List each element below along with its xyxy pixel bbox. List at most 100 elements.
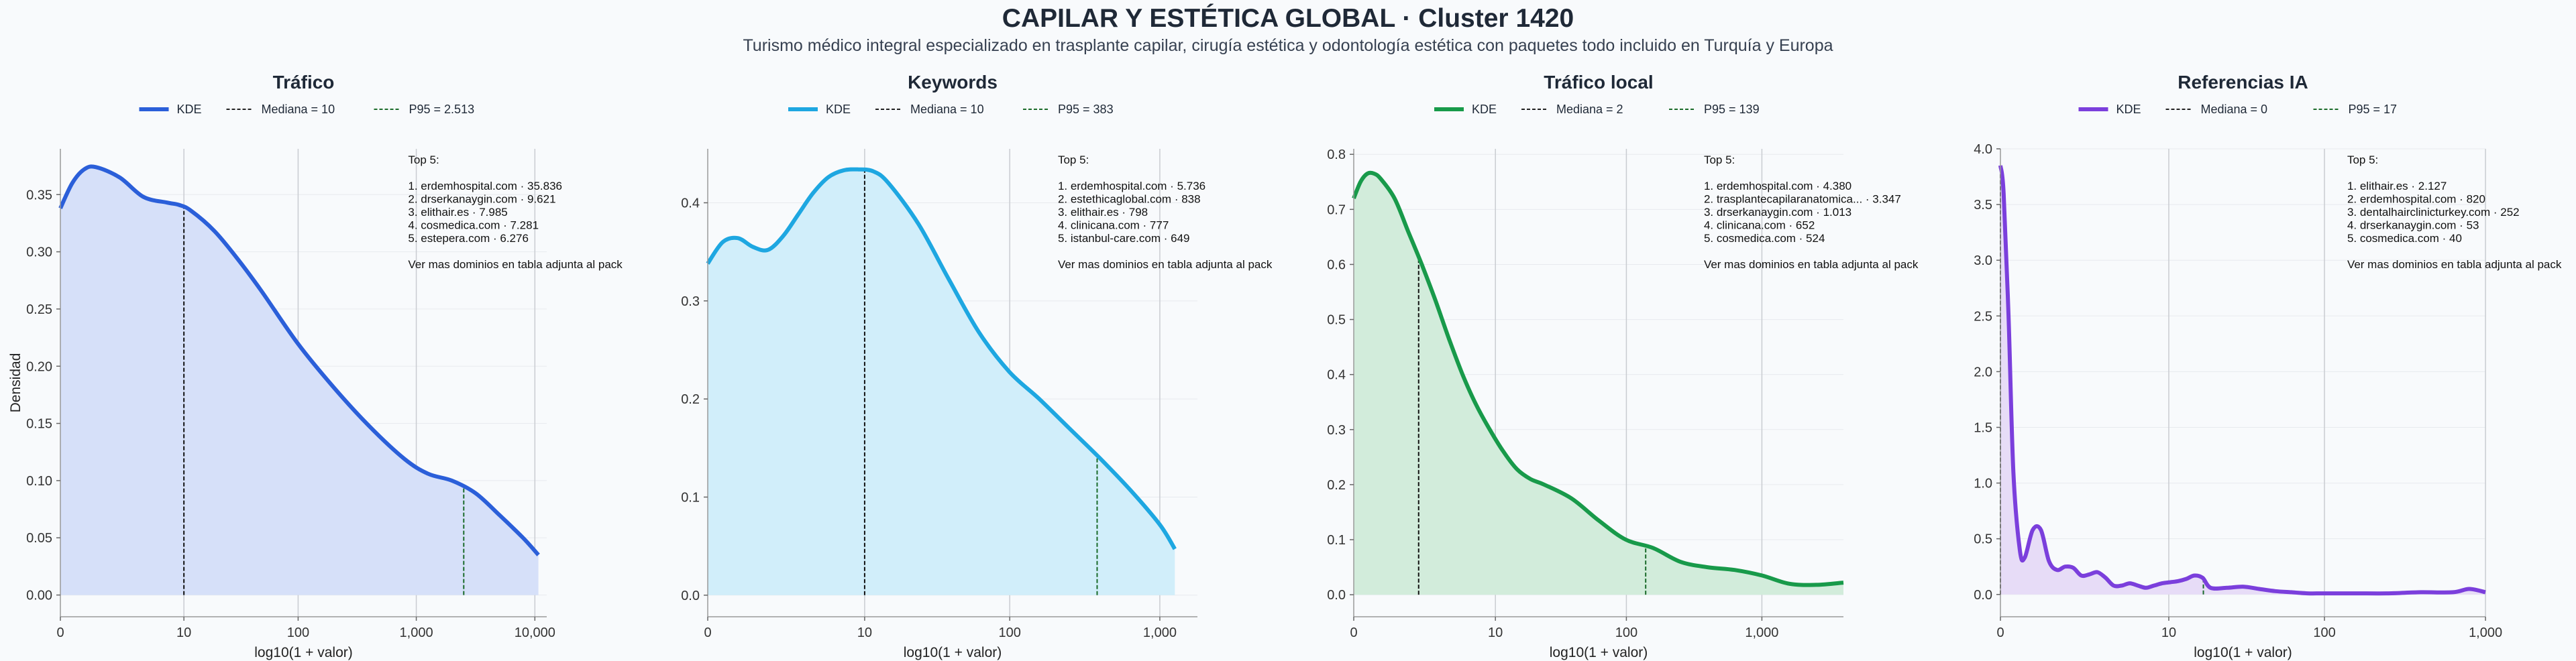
y-tick-label: 0.1: [681, 490, 700, 505]
annotation-footer: Ver mas dominios en tabla adjunta al pac…: [408, 258, 623, 271]
panel-title: Referencias IA: [2178, 72, 2308, 93]
panel-title: Tráfico local: [1544, 72, 1653, 93]
legend-kde-label: KDE: [2116, 103, 2141, 116]
annotation-header: Top 5:: [408, 154, 439, 166]
y-tick-label: 0.20: [26, 359, 52, 374]
y-tick-label: 0.0: [1974, 588, 1992, 603]
annotation-item: 5. estepera.com · 6.276: [408, 232, 529, 245]
annotation-item: 5. istanbul-care.com · 649: [1058, 232, 1190, 245]
y-tick-label: 0.6: [1327, 257, 1346, 272]
annotation-item: 1. erdemhospital.com · 5.736: [1058, 180, 1205, 192]
legend-p95-label: P95 = 2.513: [409, 103, 475, 116]
annotation-header: Top 5:: [1704, 154, 1735, 166]
annotation-footer: Ver mas dominios en tabla adjunta al pac…: [2347, 258, 2562, 271]
annotation-item: 2. estethicaglobal.com · 838: [1058, 193, 1201, 206]
annotation-header: Top 5:: [1058, 154, 1089, 166]
y-tick-label: 3.0: [1974, 253, 1992, 268]
y-tick-label: 0.3: [1327, 423, 1346, 438]
y-tick-label: 0.5: [1974, 532, 1992, 547]
legend-kde-label: KDE: [1472, 103, 1497, 116]
legend: KDE Mediana = 2 P95 = 139: [1434, 103, 1760, 116]
page-title: CAPILAR Y ESTÉTICA GLOBAL · Cluster 1420: [1002, 4, 1574, 33]
x-axis-label: log10(1 + valor): [904, 645, 1002, 660]
annotation-item: 5. cosmedica.com · 40: [2347, 232, 2462, 245]
x-tick-label: 100: [287, 625, 309, 640]
annotation-item: 3. elithair.es · 798: [1058, 206, 1148, 219]
legend-kde-label: KDE: [826, 103, 851, 116]
x-tick-label: 0: [56, 625, 64, 640]
annotation-item: 4. cosmedica.com · 7.281: [408, 219, 539, 232]
legend-median-label: Mediana = 2: [1556, 103, 1623, 116]
y-tick-label: 4.0: [1974, 142, 1992, 157]
legend-kde-label: KDE: [177, 103, 202, 116]
y-tick-label: 0.30: [26, 245, 52, 260]
x-tick-label: 1,000: [1745, 625, 1778, 640]
legend-p95-label: P95 = 17: [2349, 103, 2398, 116]
annotation-item: 4. clinicana.com · 652: [1704, 219, 1815, 232]
kde-line: [1998, 165, 2486, 596]
x-axis-label: log10(1 + valor): [254, 645, 353, 660]
kde-area: [60, 166, 539, 595]
x-tick-label: 10: [1488, 625, 1503, 640]
y-tick-label: 2.5: [1974, 309, 1992, 324]
chart-panel-4: Referencias IA KDE Mediana = 0 P95 = 17 0.0 0…: [1974, 72, 2562, 660]
x-axis-label: log10(1 + valor): [1550, 645, 1648, 660]
x-tick-label: 10: [2161, 625, 2176, 640]
legend: KDE Mediana = 10 P95 = 383: [788, 103, 1114, 116]
x-tick-label: 1,000: [400, 625, 433, 640]
kde-line: [706, 167, 1177, 550]
annotation-item: 4. clinicana.com · 777: [1058, 219, 1169, 232]
y-tick-label: 0.10: [26, 474, 52, 489]
chart-panel-1: Tráfico KDE Mediana = 10 P95 = 2.513 0.00 0.0…: [8, 72, 623, 660]
legend-median-label: Mediana = 10: [262, 103, 335, 116]
annotation-footer: Ver mas dominios en tabla adjunta al pac…: [1058, 258, 1273, 271]
y-tick-label: 0.3: [681, 294, 700, 309]
x-tick-label: 100: [999, 625, 1021, 640]
annotation-item: 3. elithair.es · 7.985: [408, 206, 507, 219]
y-tick-label: 0.35: [26, 188, 52, 202]
y-axis-label: Densidad: [8, 353, 23, 413]
kde-area: [1354, 172, 1843, 595]
annotation-item: 1. erdemhospital.com · 35.836: [408, 180, 562, 192]
y-tick-label: 0.0: [681, 589, 700, 603]
annotation-header: Top 5:: [2347, 154, 2378, 166]
y-tick-label: 0.00: [26, 589, 52, 603]
panel-title: Keywords: [908, 72, 998, 93]
x-tick-label: 1,000: [2469, 625, 2502, 640]
y-tick-label: 0.2: [681, 392, 700, 407]
x-tick-label: 1,000: [1143, 625, 1177, 640]
x-axis-label: log10(1 + valor): [2194, 645, 2292, 660]
annotation-item: 5. cosmedica.com · 524: [1704, 232, 1825, 245]
annotation-item: 2. trasplantecapilaranatomica... · 3.347: [1704, 193, 1901, 206]
y-tick-label: 0.2: [1327, 478, 1346, 493]
annotation-item: 3. dentalhairclinicturkey.com · 252: [2347, 206, 2520, 219]
y-tick-label: 0.15: [26, 417, 52, 432]
y-tick-label: 0.5: [1327, 313, 1346, 328]
y-tick-label: 0.25: [26, 302, 52, 317]
y-tick-label: 3.5: [1974, 198, 1992, 213]
y-tick-label: 0.7: [1327, 202, 1346, 217]
page-subtitle: Turismo médico integral especializado en…: [743, 36, 1833, 55]
legend-p95-label: P95 = 383: [1058, 103, 1114, 116]
x-tick-label: 0: [1350, 625, 1357, 640]
x-tick-label: 100: [1615, 625, 1638, 640]
annotation-item: 1. erdemhospital.com · 4.380: [1704, 180, 1851, 192]
kde-line: [1352, 170, 1844, 587]
y-tick-label: 0.05: [26, 531, 52, 546]
y-tick-label: 2.0: [1974, 365, 1992, 379]
y-tick-label: 0.0: [1327, 588, 1346, 603]
y-tick-label: 1.5: [1974, 420, 1992, 435]
x-tick-label: 100: [2313, 625, 2335, 640]
x-tick-label: 10: [857, 625, 872, 640]
x-tick-label: 10,000: [515, 625, 555, 640]
annotation-footer: Ver mas dominios en tabla adjunta al pac…: [1704, 258, 1919, 271]
x-tick-label: 0: [1996, 625, 2004, 640]
legend-p95-label: P95 = 139: [1704, 103, 1760, 116]
annotation-item: 2. erdemhospital.com · 820: [2347, 193, 2485, 206]
y-tick-label: 1.0: [1974, 477, 1992, 491]
x-tick-label: 0: [704, 625, 711, 640]
annotation-item: 3. drserkanaygin.com · 1.013: [1704, 206, 1851, 219]
